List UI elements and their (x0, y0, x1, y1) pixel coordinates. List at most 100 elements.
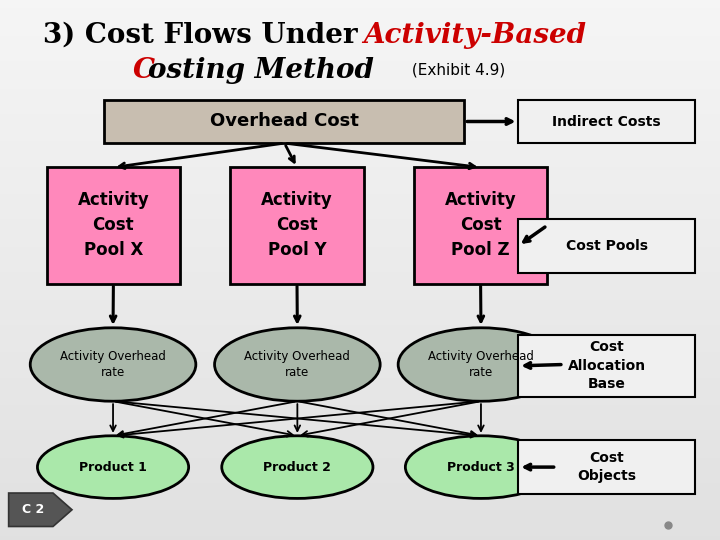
Bar (0, 242, 720, 245)
Bar (0, 238, 720, 240)
Bar (0, 251, 720, 253)
Bar (0, 42, 720, 44)
Bar (0, 372, 720, 373)
Bar (0, 390, 720, 393)
Bar (0, 291, 720, 293)
Bar (0, 112, 720, 114)
Bar (0, 472, 720, 475)
Bar (0, 120, 720, 123)
Bar (0, 167, 720, 168)
Bar (0, 323, 720, 325)
Bar (0, 438, 720, 441)
Bar (0, 416, 720, 417)
Bar (0, 32, 720, 33)
Bar (0, 447, 720, 449)
Text: C: C (133, 57, 156, 84)
FancyBboxPatch shape (414, 167, 547, 284)
Bar (0, 102, 720, 103)
Bar (0, 500, 720, 502)
Bar (0, 266, 720, 268)
Text: Activity
Cost
Pool X: Activity Cost Pool X (78, 192, 149, 259)
Bar (0, 76, 720, 78)
Bar (0, 348, 720, 350)
Bar (0, 91, 720, 93)
FancyBboxPatch shape (518, 440, 695, 494)
Bar (0, 512, 720, 515)
Text: Cost
Allocation
Base: Cost Allocation Base (567, 340, 646, 392)
Bar (0, 99, 720, 102)
Bar (0, 496, 720, 498)
Bar (0, 507, 720, 508)
Text: Overhead Cost: Overhead Cost (210, 112, 359, 131)
Bar (0, 445, 720, 447)
Bar (0, 489, 720, 491)
Bar (0, 303, 720, 306)
Bar (0, 103, 720, 105)
Bar (0, 333, 720, 335)
Bar (0, 123, 720, 124)
Bar (0, 65, 720, 68)
Bar (0, 78, 720, 80)
Bar (0, 232, 720, 234)
Bar (0, 401, 720, 403)
Bar (0, 36, 720, 38)
Bar (0, 393, 720, 394)
Bar (0, 133, 720, 135)
Text: Product 3: Product 3 (447, 461, 515, 474)
FancyBboxPatch shape (518, 335, 695, 397)
Bar (0, 30, 720, 32)
Bar (0, 274, 720, 276)
Bar (0, 49, 720, 51)
Bar (0, 363, 720, 365)
Bar (0, 141, 720, 144)
Bar (0, 344, 720, 346)
Bar (0, 258, 720, 259)
Bar (0, 285, 720, 287)
Bar (0, 289, 720, 291)
Bar (0, 253, 720, 255)
Bar (0, 386, 720, 388)
Bar (0, 264, 720, 266)
Bar (0, 245, 720, 247)
Bar (0, 538, 720, 540)
Bar (0, 464, 720, 466)
Bar (0, 40, 720, 42)
Bar (0, 456, 720, 458)
Bar (0, 312, 720, 314)
Bar (0, 517, 720, 519)
Bar (0, 293, 720, 295)
Bar (0, 57, 720, 59)
Bar (0, 139, 720, 141)
Text: C 2: C 2 (22, 503, 44, 516)
Bar (0, 23, 720, 25)
Bar (0, 411, 720, 414)
Bar (0, 485, 720, 487)
Bar (0, 118, 720, 120)
Bar (0, 298, 720, 300)
Bar (0, 466, 720, 468)
Bar (0, 97, 720, 99)
Bar (0, 137, 720, 139)
Bar (0, 407, 720, 409)
Text: osting Method: osting Method (148, 57, 374, 84)
Bar (0, 300, 720, 302)
Ellipse shape (37, 436, 189, 498)
Bar (0, 388, 720, 390)
Bar (0, 25, 720, 28)
Bar (0, 458, 720, 460)
Bar (0, 375, 720, 377)
Bar (0, 356, 720, 359)
Bar (0, 234, 720, 237)
Bar (0, 454, 720, 456)
Bar (0, 93, 720, 95)
Bar (0, 295, 720, 298)
Bar (0, 508, 720, 510)
Ellipse shape (222, 436, 373, 498)
Ellipse shape (30, 328, 196, 401)
Bar (0, 523, 720, 525)
Bar (0, 433, 720, 435)
Bar (0, 261, 720, 264)
Bar (0, 475, 720, 477)
Bar (0, 11, 720, 12)
Bar (0, 33, 720, 36)
